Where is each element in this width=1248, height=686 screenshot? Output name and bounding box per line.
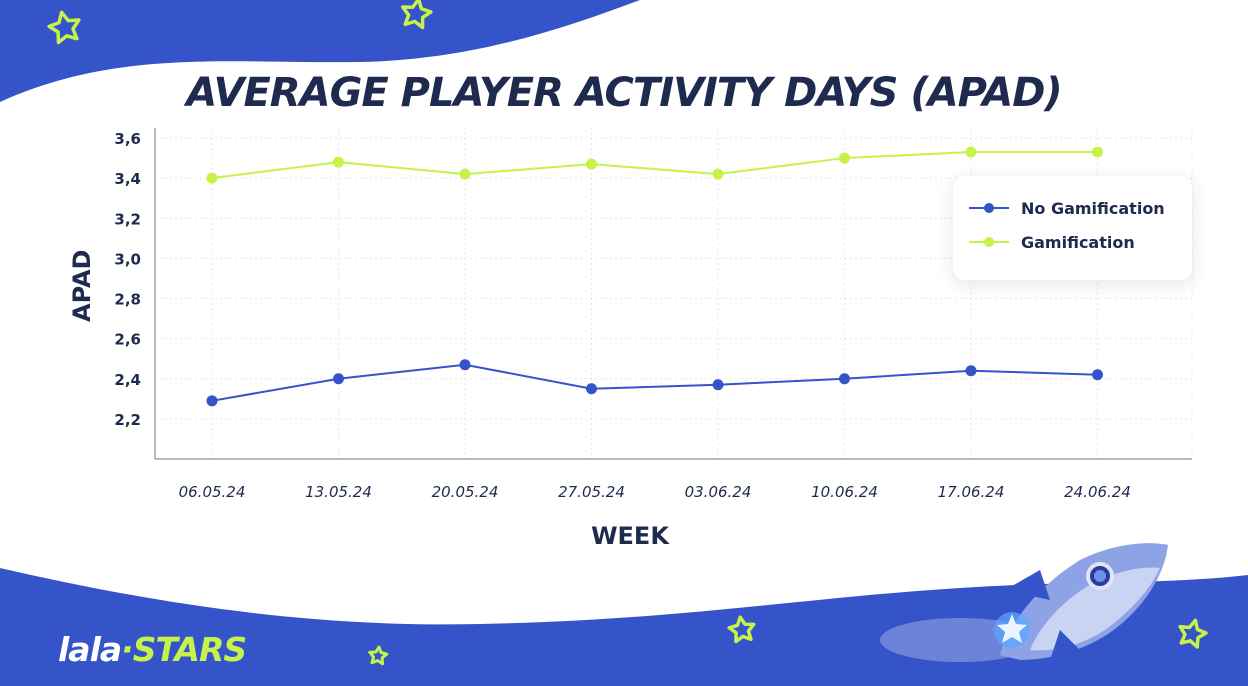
star-icon <box>727 615 756 644</box>
data-point-gamification <box>459 168 471 180</box>
legend-item-gamification[interactable]: Gamification <box>969 230 1135 254</box>
bottom-wave <box>0 568 1248 686</box>
data-point-no-gamification <box>712 379 724 391</box>
brand-logo-part1: lala <box>58 630 122 669</box>
x-axis-label: WEEK <box>591 522 669 550</box>
data-point-gamification <box>712 168 724 180</box>
star-icon <box>1178 618 1208 649</box>
x-tick-label: 13.05.24 <box>305 483 372 501</box>
top-wave <box>0 0 640 102</box>
data-point-gamification <box>965 146 977 158</box>
x-tick-label: 24.06.24 <box>1064 483 1131 501</box>
series <box>206 146 1103 407</box>
axes <box>154 128 1192 460</box>
star-icon <box>400 0 433 30</box>
x-tick-label: 27.05.24 <box>558 483 625 501</box>
data-point-no-gamification <box>1092 369 1103 381</box>
legend-label: Gamification <box>1021 232 1135 252</box>
chart-title: AVERAGE PLAYER ACTIVITY DAYS (APAD) <box>186 70 1062 116</box>
y-axis-label: APAD <box>68 249 96 322</box>
y-tick-label: 3,6 <box>114 130 141 148</box>
x-tick-label: 10.06.24 <box>811 483 878 501</box>
brand-logo-part2: STARS <box>132 630 247 669</box>
x-tick-label: 20.05.24 <box>432 483 499 501</box>
legend-label: No Gamification <box>1021 198 1165 218</box>
data-point-gamification <box>839 152 850 164</box>
tick-labels: 2,2 2,4 2,6 2,8 3,0 3,2 3,4 3,6 06.05.24 13.05.24… <box>114 130 1130 501</box>
y-tick-label: 3,0 <box>114 250 141 268</box>
brand-logo: lala·STARS <box>58 630 247 670</box>
y-tick-label: 2,6 <box>114 331 141 349</box>
series-line-gamification <box>211 151 1098 180</box>
legend-marker-gamification <box>969 237 1009 247</box>
y-tick-label: 2,4 <box>114 371 141 389</box>
data-point-gamification <box>206 172 218 184</box>
legend-marker-no-gamification <box>969 203 1009 213</box>
y-tick-label: 3,2 <box>114 210 141 228</box>
data-point-no-gamification <box>965 365 977 377</box>
legend-item-no-gamification[interactable]: No Gamification <box>969 196 1165 220</box>
x-tick-label: 03.06.24 <box>685 483 752 501</box>
x-tick-label: 17.06.24 <box>938 483 1005 501</box>
star-icon <box>368 645 389 666</box>
rocket-icon <box>880 543 1168 662</box>
y-tick-label: 2,8 <box>114 291 141 309</box>
data-point-gamification <box>1092 146 1103 158</box>
legend: No Gamification Gamification <box>953 176 1192 280</box>
data-point-gamification <box>333 156 344 168</box>
series-line-no-gamification <box>211 363 1098 402</box>
y-tick-label: 2,2 <box>114 411 141 429</box>
star-icon <box>47 10 81 45</box>
data-point-gamification <box>586 158 597 170</box>
data-point-no-gamification <box>333 373 344 385</box>
y-tick-label: 3,4 <box>114 170 141 188</box>
data-point-no-gamification <box>206 395 218 407</box>
x-tick-label: 06.05.24 <box>179 483 246 501</box>
brand-logo-separator: · <box>121 630 134 669</box>
data-point-no-gamification <box>586 383 597 395</box>
data-point-no-gamification <box>459 359 471 371</box>
data-point-no-gamification <box>839 373 850 385</box>
